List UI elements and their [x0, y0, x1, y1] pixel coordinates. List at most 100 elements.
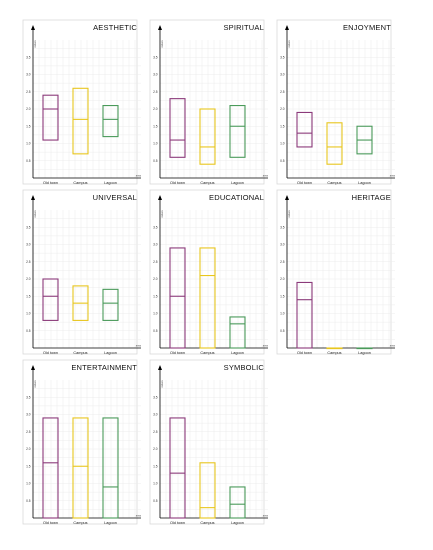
range-box-old-town [169, 417, 186, 519]
category-label: Campus [327, 351, 341, 355]
range-box-campus [72, 87, 89, 155]
chart-panel-aesthetic: AESTHETIC values area 0.5 1.0 1.5 2.0 2.5 3.0 3.5… [22, 19, 142, 185]
category-label: Campus [200, 351, 214, 355]
y-tick-label: 1.5 [26, 124, 31, 128]
y-tick-label: 0.5 [280, 329, 285, 333]
y-tick-label: 2.0 [280, 107, 285, 111]
chart-title: ENJOYMENT [343, 23, 391, 32]
y-tick-label: 1.0 [26, 482, 31, 486]
y-axis-arrow [158, 195, 162, 200]
y-axis-label: values [287, 40, 291, 48]
chart-panel-enjoyment: ENJOYMENT values area 0.5 1.0 1.5 2.0 2.5 3.0 3.5… [276, 19, 396, 185]
chart-panel-universal: UNIVERSAL values area 0.5 1.0 1.5 2.0 2.5 3.0 3.5… [22, 189, 142, 355]
y-tick-label: 2.5 [26, 430, 31, 434]
chart-title: EDUCATIONAL [209, 193, 264, 202]
range-box-lagoon [229, 105, 246, 158]
chart-title: UNIVERSAL [93, 193, 137, 202]
category-label: Lagoon [231, 351, 244, 355]
y-tick-label: 3.5 [280, 55, 285, 59]
category-label: Campus [200, 521, 214, 525]
panel-frame [276, 189, 392, 355]
x-axis-label: area [390, 174, 396, 178]
category-label: Old town [297, 181, 312, 185]
y-axis-arrow [158, 365, 162, 370]
y-tick-label: 0.5 [26, 159, 31, 163]
chart-panel-educational: EDUCATIONAL values area 0.5 1.0 1.5 2.0 2.5 3.0 3… [149, 189, 269, 355]
chart-title: SPIRITUAL [223, 23, 264, 32]
range-box-lagoon [229, 316, 246, 349]
y-tick-label: 2.5 [26, 90, 31, 94]
y-tick-label: 1.0 [26, 142, 31, 146]
y-tick-label: 3.5 [153, 55, 158, 59]
y-axis-arrow [31, 365, 35, 370]
chart-title: HERITAGE [352, 193, 391, 202]
category-label: Lagoon [358, 181, 371, 185]
category-label: Lagoon [104, 181, 117, 185]
y-tick-label: 1.5 [26, 294, 31, 298]
range-box-lagoon [229, 486, 246, 519]
y-tick-label: 2.5 [280, 260, 285, 264]
y-tick-label: 1.0 [153, 312, 158, 316]
category-label: Campus [327, 181, 341, 185]
panel-frame [149, 189, 265, 355]
y-tick-label: 3.0 [280, 73, 285, 77]
y-tick-label: 2.5 [280, 90, 285, 94]
y-tick-label: 0.5 [280, 159, 285, 163]
range-box-old-town [169, 98, 186, 158]
y-tick-label: 0.5 [153, 159, 158, 163]
range-box-old-town [42, 94, 59, 141]
x-axis-label: area [136, 344, 142, 348]
category-label: Old town [43, 181, 58, 185]
y-tick-label: 1.5 [153, 464, 158, 468]
y-tick-label: 3.0 [26, 413, 31, 417]
panel-frame [22, 19, 138, 185]
range-box-campus [199, 462, 216, 519]
y-tick-label: 2.0 [153, 107, 158, 111]
y-tick-label: 2.0 [153, 447, 158, 451]
y-tick-label: 1.0 [153, 482, 158, 486]
category-label: Campus [73, 351, 87, 355]
y-tick-label: 3.0 [153, 73, 158, 77]
y-tick-label: 3.0 [26, 243, 31, 247]
category-label: Old town [43, 521, 58, 525]
y-tick-label: 1.5 [280, 294, 285, 298]
y-tick-label: 3.0 [26, 73, 31, 77]
category-label: Lagoon [104, 521, 117, 525]
y-tick-label: 1.5 [153, 124, 158, 128]
y-tick-label: 2.0 [153, 277, 158, 281]
category-label: Lagoon [358, 351, 371, 355]
range-box-lagoon [102, 288, 119, 321]
y-tick-label: 2.0 [280, 277, 285, 281]
y-axis-arrow [285, 25, 289, 30]
category-label: Campus [73, 521, 87, 525]
y-tick-label: 3.0 [153, 243, 158, 247]
chart-title: SYMBOLIC [224, 363, 265, 372]
range-box-old-town [42, 417, 59, 519]
category-label: Lagoon [231, 181, 244, 185]
y-tick-label: 3.5 [26, 225, 31, 229]
category-label: Old town [170, 351, 185, 355]
y-tick-label: 3.5 [153, 395, 158, 399]
category-label: Old town [43, 351, 58, 355]
range-box-campus [326, 347, 343, 350]
y-tick-label: 1.0 [280, 142, 285, 146]
y-tick-label: 2.0 [26, 447, 31, 451]
category-label: Lagoon [104, 351, 117, 355]
range-box-lagoon [356, 347, 373, 350]
panel-frame [149, 19, 265, 185]
panel-frame [22, 189, 138, 355]
range-box-old-town [42, 278, 59, 321]
x-axis-label: area [136, 514, 142, 518]
y-tick-label: 1.0 [280, 312, 285, 316]
y-tick-label: 1.5 [153, 294, 158, 298]
chart-panel-heritage: HERITAGE values area 0.5 1.0 1.5 2.0 2.5 3.0 3.5 O… [276, 189, 396, 355]
y-tick-label: 0.5 [153, 499, 158, 503]
y-tick-label: 0.5 [153, 329, 158, 333]
range-box-old-town [296, 111, 313, 148]
chart-panel-entertainment: ENTERTAINMENT values area 0.5 1.0 1.5 2.0 2.5 3.… [22, 359, 142, 525]
range-box-campus [199, 108, 216, 165]
x-axis-label: area [263, 344, 269, 348]
y-tick-label: 1.5 [280, 124, 285, 128]
range-box-campus [72, 417, 89, 519]
panel-frame [149, 359, 265, 525]
